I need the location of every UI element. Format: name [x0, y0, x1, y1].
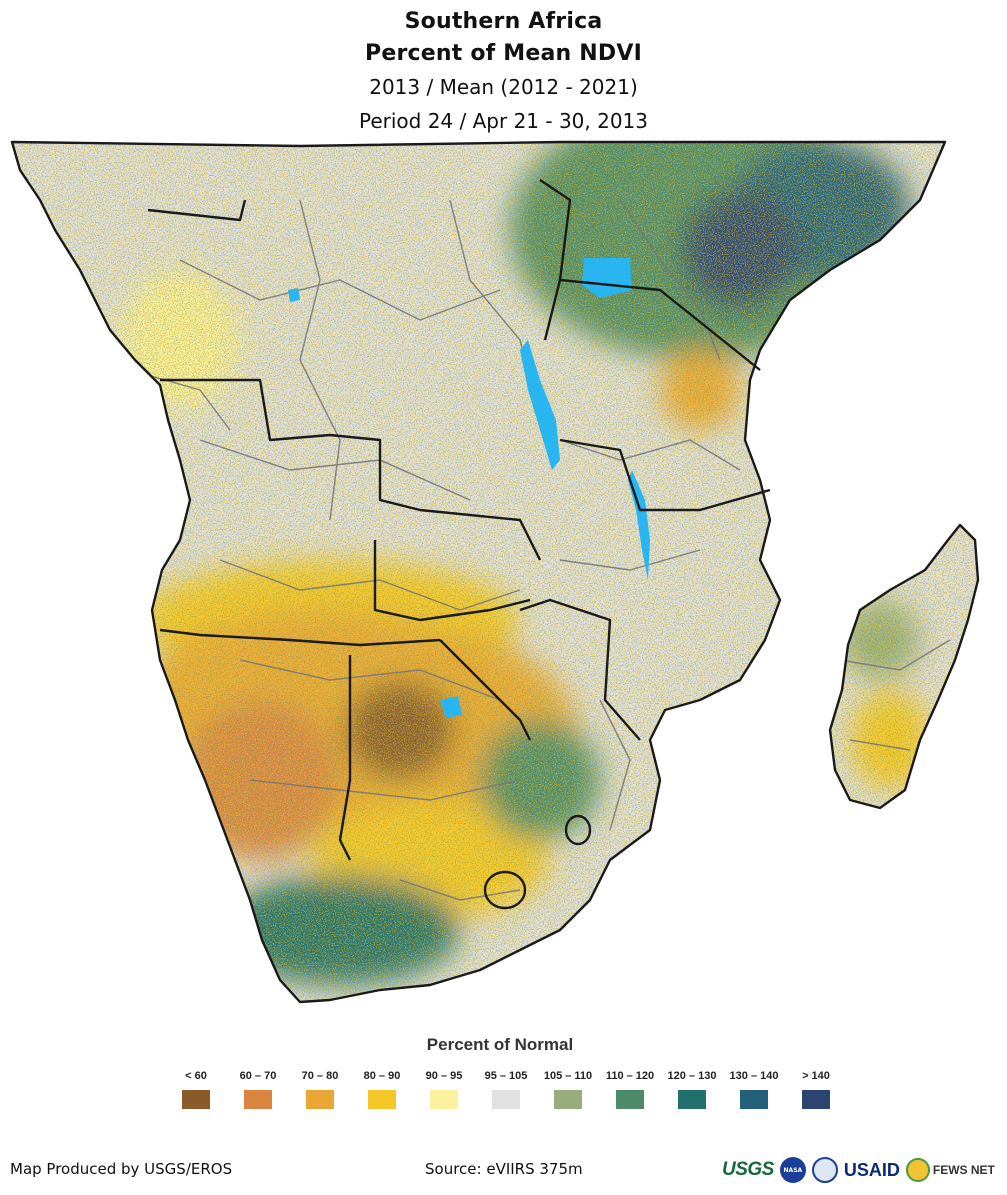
legend-class-label: 130 – 140: [729, 1070, 779, 1082]
legend-class-swatch: [492, 1090, 520, 1109]
map-title-block: Southern Africa Percent of Mean NDVI 201…: [0, 6, 1007, 138]
legend-class-label: 60 – 70: [239, 1070, 277, 1082]
legend-title: Percent of Normal: [426, 1035, 574, 1054]
legend-class: 105 – 110: [537, 1068, 599, 1109]
legend-class: 130 – 140: [723, 1068, 785, 1109]
usaid-logo: USAID: [843, 1159, 900, 1180]
legend-class-swatch: [740, 1090, 768, 1109]
legend-class: 80 – 90: [351, 1068, 413, 1109]
title-years: 2013 / Mean (2012 - 2021): [369, 75, 638, 99]
ndvi-map: [10, 140, 980, 1004]
legend-class-label: 95 – 105: [484, 1070, 528, 1082]
legend-class-label: < 60: [185, 1070, 207, 1082]
legend-class: 120 – 130: [661, 1068, 723, 1109]
legend-class: 60 – 70: [227, 1068, 289, 1109]
legend-class-swatch: [616, 1090, 644, 1109]
legend-class-swatch: [182, 1090, 210, 1109]
legend-class-swatch: [802, 1090, 830, 1109]
legend-class: 110 – 120: [599, 1068, 661, 1109]
legend-class: 95 – 105: [475, 1068, 537, 1109]
legend-class: 70 – 80: [289, 1068, 351, 1109]
legend-class: 90 – 95: [413, 1068, 475, 1109]
title-period: Period 24 / Apr 21 - 30, 2013: [358, 109, 649, 133]
legend-class: < 60: [165, 1068, 227, 1109]
legend-class-label: 70 – 80: [301, 1070, 339, 1082]
fewsnet-text: FEWS NET: [932, 1163, 995, 1177]
legend-class-label: 120 – 130: [667, 1070, 717, 1082]
legend-class-label: 90 – 95: [425, 1070, 463, 1082]
producer-credit: Map Produced by USGS/EROS: [10, 1160, 233, 1178]
nasa-logo: NASA: [779, 1157, 806, 1183]
title-product: Percent of Mean NDVI: [365, 41, 642, 66]
legend-class-swatch: [306, 1090, 334, 1109]
data-source: Source: eVIIRS 375m: [425, 1160, 583, 1178]
agency-logos: USGS NASA USAID FEWS NET: [722, 1155, 995, 1185]
title-region: Southern Africa: [404, 9, 603, 34]
fewsnet-logo: FEWS NET: [905, 1158, 995, 1182]
legend-class-swatch: [244, 1090, 272, 1109]
usgs-logo: USGS: [722, 1159, 774, 1180]
legend-class-label: 110 – 120: [605, 1070, 655, 1082]
legend-class-swatch: [430, 1090, 458, 1109]
legend-class-label: > 140: [802, 1070, 830, 1082]
legend-class-label: 105 – 110: [543, 1070, 593, 1082]
noaa-seal-icon: [811, 1157, 838, 1183]
legend-class-swatch: [368, 1090, 396, 1109]
legend-class-label: 80 – 90: [363, 1070, 401, 1082]
legend-class: > 140: [785, 1068, 847, 1109]
legend-class-swatch: [554, 1090, 582, 1109]
legend-class-swatch: [678, 1090, 706, 1109]
fewsnet-globe-icon: [905, 1158, 930, 1182]
